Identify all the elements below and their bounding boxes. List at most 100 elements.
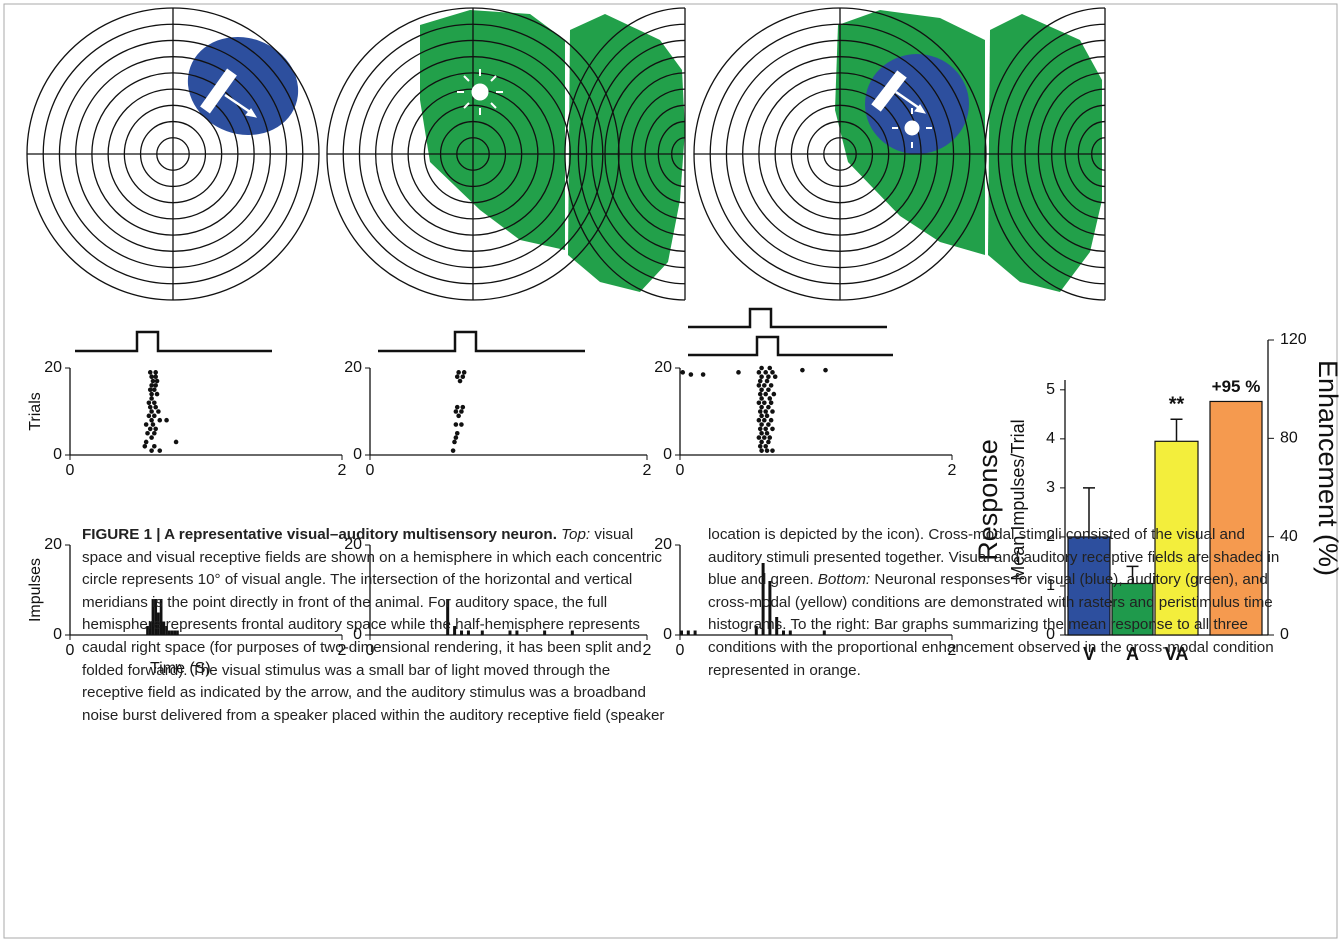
caption-top-text: visual space and visual receptive fields… [82,526,1280,724]
histogram-bar [167,630,171,635]
histogram-bar [788,630,792,635]
raster-dot [764,378,770,384]
error-bar [1083,487,1095,537]
raster-dot [152,413,157,419]
x-tick-label: 2 [948,462,957,479]
y-tick-label: 20 [44,359,62,376]
value-label: +95 % [1212,377,1261,396]
raster-dot [149,448,154,453]
raster-dot [756,417,762,423]
x-tick-label: A [1126,644,1139,664]
raster-dot [454,374,460,380]
raster-dot [153,426,158,432]
bar [1209,400,1263,636]
raster-dot [768,417,774,423]
arrowhead [245,108,258,118]
raster-dot [680,370,686,375]
caption-bottom-text: Neuronal responses for visual (blue), au… [708,571,1274,679]
speaker-rays [892,108,932,148]
raster-dot [764,413,770,419]
histogram-bar [782,630,785,635]
raster-dot [767,435,773,440]
x-tick-label: 0 [366,642,375,659]
y-tick-label: 0 [53,446,62,463]
raster-dot [762,417,767,423]
raster-dot [459,409,464,414]
raster-dot [150,378,156,384]
frame [3,3,1338,939]
raster-dot [460,374,466,380]
histogram-bar [775,617,779,635]
raster-dot [153,370,158,375]
x-tick-label: 0 [66,642,75,659]
speaker-icon [904,120,920,136]
raster-dot [454,404,460,410]
raster-dot [756,370,762,375]
auditory-field [420,10,565,250]
raster-dot [757,378,763,384]
histogram-bar [446,599,450,635]
y-tick-label: 4 [1046,430,1055,447]
raster-dot [766,374,771,380]
raster-dot [759,448,764,453]
raster-dot [457,378,463,384]
annotation: ** [1169,394,1185,416]
x-tick-label: 0 [676,642,685,659]
histogram-bar [693,630,697,635]
x-tick-label: 2 [338,462,347,479]
receptive-fields [187,10,1102,292]
raster-dot [759,365,764,371]
histogram-bar [460,630,464,635]
raster-dot [142,444,148,449]
raster-dot [153,383,158,388]
y-tick-label: 20 [344,536,362,553]
caption-bottom-label: Bottom: [817,571,871,589]
raster-dot [764,448,770,453]
histogram-bar [162,621,166,635]
light-bar [871,70,907,112]
histogram-bar [822,630,826,635]
y-axis-label: Response [973,439,1003,561]
histogram-bar [570,630,574,635]
raster-dot [153,374,158,380]
raster-dot [823,367,828,373]
light-bar [200,68,237,114]
raster-dot [759,430,764,436]
y2-tick-label: 80 [1280,430,1298,447]
x-tick-label: 0 [66,462,75,479]
raster-dot [152,430,157,436]
y-tick-label: 0 [663,446,672,463]
caption: FIGURE 1 | A representative visual–audit… [82,524,1296,730]
raster-dot [453,435,459,440]
raster-dot [762,383,767,388]
raster-dot [767,365,773,371]
x-tick-label: 2 [643,462,652,479]
histogram-bar [165,626,168,635]
stimulus-traces [75,307,893,357]
raster-dot [766,404,771,410]
histogram-bar [768,581,772,635]
raster-dot [454,430,460,436]
raster-dot [688,372,694,377]
raster-dot [800,367,805,373]
x-tick-label: 2 [948,642,957,659]
raster-dot [770,409,775,414]
x-tick-label: VA [1165,644,1189,664]
arrowhead [914,104,927,114]
raster-dot [757,391,763,397]
raster-dot [149,383,154,388]
raster-dot [146,413,152,419]
raster-dot [759,396,764,401]
y-tick-label: 0 [353,626,362,643]
histogram-bar [480,630,484,635]
raster-dot [759,404,764,410]
y2-tick-label: 0 [1280,626,1289,643]
raster-dot [147,426,153,432]
histogram-bar [151,599,155,635]
raster-dot [147,387,153,393]
raster-dot [768,400,774,406]
auditory-field [988,14,1102,292]
raster-dot [152,387,157,393]
raster-dot [149,417,154,423]
histogram-bar [146,626,149,635]
